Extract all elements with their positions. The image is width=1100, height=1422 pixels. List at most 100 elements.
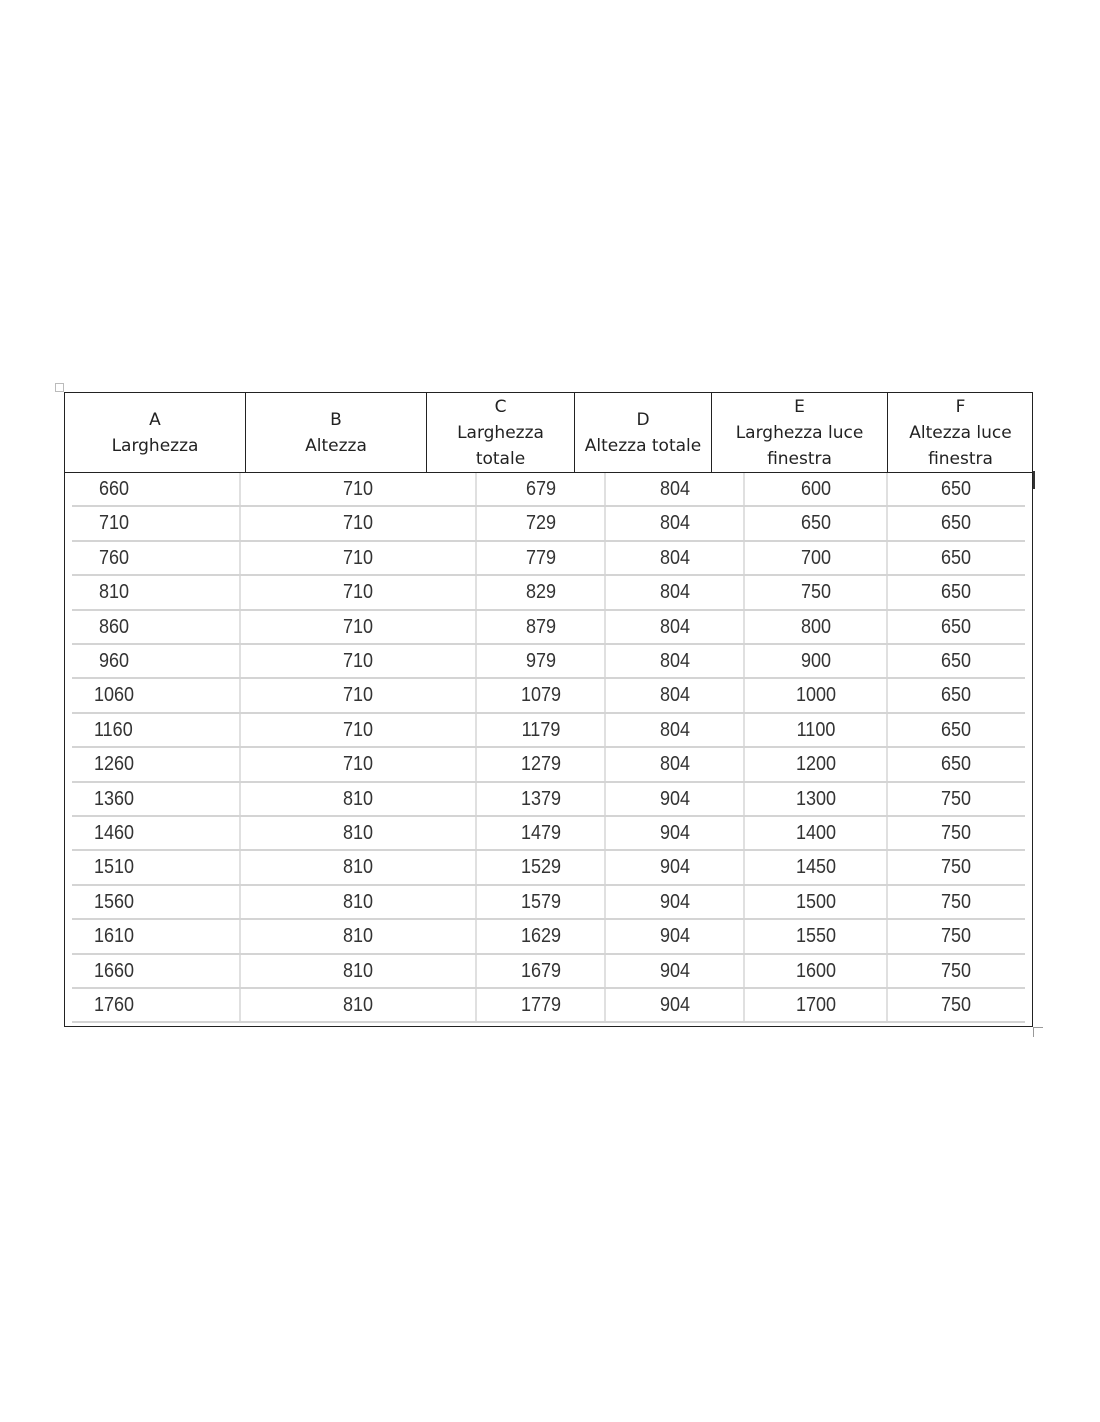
cell-c: 779 [525, 546, 557, 569]
cell-d: 804 [659, 718, 691, 741]
table-row: 1660 810 1679 904 1600 750 [72, 955, 1025, 989]
cell-e: 1500 [795, 890, 837, 913]
cell-d: 804 [659, 650, 691, 672]
table-row: 1510 810 1529 904 1450 750 [72, 851, 1025, 886]
cell-f: 650 [940, 546, 972, 569]
cell-e: 1000 [795, 684, 837, 707]
header-f: F Altezza luce finestra [888, 393, 1033, 472]
cell-c: 829 [525, 581, 557, 604]
cell-f: 650 [940, 581, 972, 604]
header-label: Altezza [305, 435, 367, 456]
cell-d: 904 [659, 856, 691, 879]
cell-d: 904 [659, 787, 691, 810]
header-label: Larghezza totale [457, 422, 544, 469]
cell-b: 810 [342, 787, 374, 810]
table-row: 860 710 879 804 800 650 [72, 611, 1025, 645]
cell-a: 1160 [94, 718, 133, 741]
cell-e: 1300 [795, 787, 837, 810]
cell-f: 650 [940, 615, 972, 638]
header-letter: D [636, 409, 650, 430]
cell-d: 804 [659, 581, 691, 604]
cell-c: 729 [525, 512, 557, 535]
cell-a: 810 [99, 581, 130, 604]
cell-e: 600 [800, 478, 832, 500]
cell-d: 804 [659, 684, 691, 707]
table-row: 1360 810 1379 904 1300 750 [72, 783, 1025, 817]
cell-e: 800 [800, 615, 832, 638]
cell-c: 1179 [521, 718, 561, 741]
cell-e: 900 [800, 650, 832, 672]
table-row: 1460 810 1479 904 1400 750 [72, 817, 1025, 852]
header-letter: C [494, 396, 507, 417]
cell-f: 650 [940, 684, 972, 707]
cell-d: 904 [659, 959, 691, 982]
cell-b: 710 [342, 615, 374, 638]
cell-f: 650 [940, 512, 972, 535]
cell-e: 1600 [795, 959, 837, 982]
cell-e: 1700 [795, 994, 837, 1016]
cell-b: 710 [342, 753, 374, 776]
cell-b: 810 [342, 994, 374, 1016]
table-row: 710 710 729 804 650 650 [72, 507, 1025, 542]
cell-c: 1279 [520, 753, 562, 776]
cell-a: 1260 [94, 753, 135, 776]
cell-f: 750 [940, 959, 972, 982]
header-a: A Larghezza [65, 393, 246, 472]
cell-f: 650 [940, 650, 972, 672]
cell-a: 1060 [94, 684, 135, 707]
cell-a: 710 [99, 512, 130, 535]
table-row: 1060 710 1079 804 1000 650 [72, 679, 1025, 714]
table-row: 1160 710 1179 804 1100 650 [72, 714, 1025, 749]
cell-c: 1579 [520, 890, 562, 913]
table-body: 660 710 679 804 600 650 710 710 729 804 650 650 760 7… [65, 473, 1032, 1026]
cell-d: 804 [659, 615, 691, 638]
cell-d: 804 [659, 478, 691, 500]
cell-f: 750 [940, 856, 972, 879]
cell-b: 810 [342, 959, 374, 982]
header-label: Larghezza [111, 435, 199, 456]
cell-c: 1079 [520, 684, 562, 707]
cell-e: 750 [800, 581, 832, 604]
cell-a: 660 [99, 478, 130, 500]
header-label: Larghezza luce finestra [735, 422, 864, 469]
cell-c: 679 [525, 478, 557, 500]
cell-d: 904 [659, 994, 691, 1016]
cell-a: 1660 [94, 959, 135, 982]
table-row: 960 710 979 804 900 650 [72, 645, 1025, 680]
cell-a: 860 [99, 615, 130, 638]
cell-a: 960 [99, 650, 130, 672]
cell-b: 710 [342, 512, 374, 535]
cell-d: 904 [659, 890, 691, 913]
cell-c: 1529 [520, 856, 562, 879]
cell-c: 1629 [520, 925, 562, 948]
header-letter: E [794, 396, 805, 417]
cell-a: 1560 [94, 890, 135, 913]
table-move-handle-icon[interactable] [55, 383, 64, 392]
cell-f: 650 [940, 753, 972, 776]
end-marker [1033, 1027, 1034, 1037]
cell-b: 710 [342, 718, 374, 741]
cell-b: 710 [342, 650, 374, 672]
cell-e: 650 [800, 512, 832, 535]
cell-e: 1550 [795, 925, 837, 948]
cell-f: 750 [940, 822, 972, 844]
cell-b: 810 [342, 856, 374, 879]
cell-c: 879 [525, 615, 557, 638]
table-row: 760 710 779 804 700 650 [72, 542, 1025, 577]
cell-marker [1033, 471, 1035, 489]
dimensions-table: A Larghezza B Altezza C Larghezza totale… [64, 392, 1033, 1027]
cell-b: 810 [342, 822, 374, 844]
cell-a: 1510 [94, 856, 135, 879]
header-e: E Larghezza luce finestra [712, 393, 888, 472]
cell-a: 1610 [94, 925, 135, 948]
cell-b: 710 [342, 684, 374, 707]
cell-d: 904 [659, 822, 691, 844]
cell-b: 710 [342, 581, 374, 604]
header-b: B Altezza [246, 393, 427, 472]
cell-a: 1360 [94, 787, 135, 810]
header-label: Altezza totale [584, 435, 702, 456]
cell-b: 810 [342, 890, 374, 913]
cell-c: 1479 [520, 822, 562, 844]
table-row: 1560 810 1579 904 1500 750 [72, 886, 1025, 921]
cell-d: 804 [659, 753, 691, 776]
